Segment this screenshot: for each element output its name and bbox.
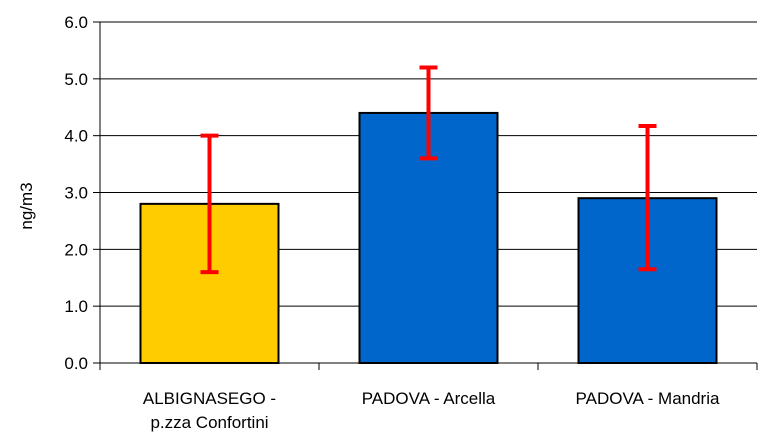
x-category-labels: ALBIGNASEGO -p.zza Confortini PADOVA - Ar… — [143, 389, 720, 432]
y-axis-title: ng/m3 — [17, 182, 36, 229]
y-tick-label: 1.0 — [64, 297, 88, 316]
y-tick-label: 3.0 — [64, 184, 88, 203]
x-category-label: PADOVA - Arcella — [362, 389, 496, 408]
y-tick-labels: 0.0 1.0 2.0 3.0 4.0 5.0 6.0 — [64, 13, 88, 373]
y-tick-label: 5.0 — [64, 70, 88, 89]
y-tick-label: 6.0 — [64, 13, 88, 32]
x-category-label: PADOVA - Mandria — [576, 389, 720, 408]
y-tick-label: 0.0 — [64, 354, 88, 373]
y-tick-label: 2.0 — [64, 240, 88, 259]
y-tick-label: 4.0 — [64, 127, 88, 146]
x-category-label: ALBIGNASEGO -p.zza Confortini — [143, 389, 276, 432]
